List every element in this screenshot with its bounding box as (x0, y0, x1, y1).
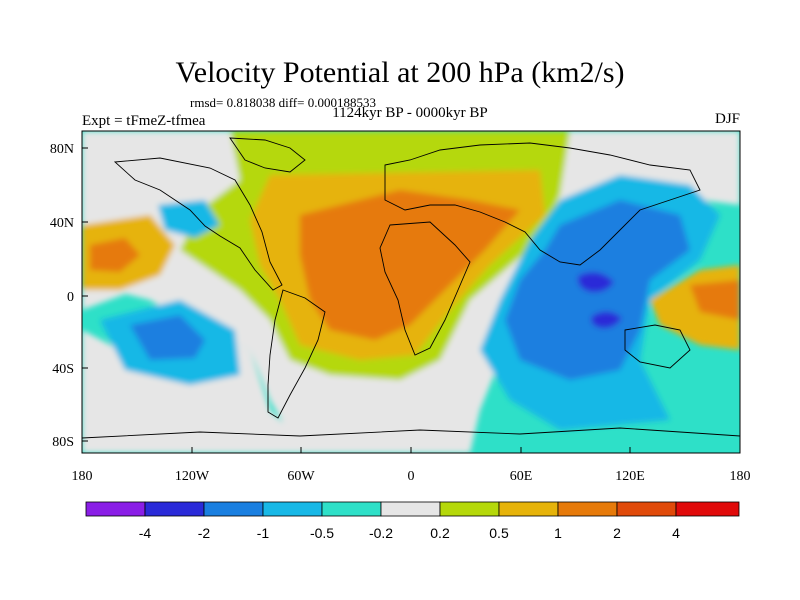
negative-core-2 (591, 311, 622, 329)
colorbar-label: 0.5 (489, 525, 509, 541)
colorbar-swatch (498, 501, 559, 517)
experiment-label: Expt = tFmeZ-tfmea (82, 113, 206, 129)
lon-tick-label: 180 (730, 469, 751, 484)
colorbar-swatch (380, 501, 441, 517)
lon-tick-label: 60W (287, 469, 315, 484)
negative-region-north-pacific (158, 200, 220, 238)
lat-tick-label: 40S (52, 362, 74, 377)
colorbar-swatch (144, 501, 205, 517)
colorbar-swatch (439, 501, 500, 517)
colorbar-label: -2 (198, 525, 211, 541)
colorbar-label: -4 (139, 525, 152, 541)
lon-tick-label: 120E (615, 469, 645, 484)
positive-core (399, 249, 437, 272)
lon-tick-label: 120W (175, 469, 210, 484)
lat-tick-label: 0 (67, 290, 74, 305)
neutral-region-south (82, 280, 500, 453)
colorbar-swatch (321, 501, 382, 517)
season-label: DJF (714, 111, 740, 127)
negative-core-1 (577, 272, 614, 293)
rmsd-diff-stats: rmsd= 0.818038 diff= 0.000188533 (190, 95, 376, 110)
colorbar-label: -0.5 (310, 525, 334, 541)
lon-tick-label: 60E (510, 469, 533, 484)
chart-title: Velocity Potential at 200 hPa (km2/s) (175, 56, 625, 89)
coastlines (82, 137, 740, 439)
colorbar-label: 1 (554, 525, 562, 541)
colorbar-swatch (675, 501, 740, 517)
lon-axis: 180 120W 60W 0 60E 120E 180 (72, 447, 751, 484)
lat-tick-label: 80S (52, 435, 74, 450)
positive-core-east (690, 280, 740, 320)
negative-core-south-pacific (130, 315, 205, 360)
lon-tick-label: 0 (408, 469, 415, 484)
colorbar-label: -1 (257, 525, 270, 541)
lat-tick-label: 40N (50, 216, 74, 231)
lat-axis: 80N 40N 0 40S 80S (50, 142, 88, 450)
colorbar-label: -0.2 (369, 525, 393, 541)
colorbar-swatch (616, 501, 677, 517)
colorbar-swatch (203, 501, 264, 517)
lat-tick-label: 80N (50, 142, 74, 157)
colorbar-swatch (85, 501, 146, 517)
colorbar-label: 4 (672, 525, 680, 541)
time-period-label: 1124kyr BP - 0000kyr BP (332, 105, 488, 121)
colorbar-swatch (557, 501, 618, 517)
colorbar-label: 2 (613, 525, 621, 541)
contour-field (82, 131, 740, 453)
colorbar-label: 0.2 (430, 525, 450, 541)
lon-tick-label: 180 (72, 469, 93, 484)
colorbar: -4 -2 -1 -0.5 -0.2 0.2 0.5 1 2 4 (85, 501, 740, 541)
colorbar-swatch (262, 501, 323, 517)
positive-core-pacific (90, 238, 140, 272)
